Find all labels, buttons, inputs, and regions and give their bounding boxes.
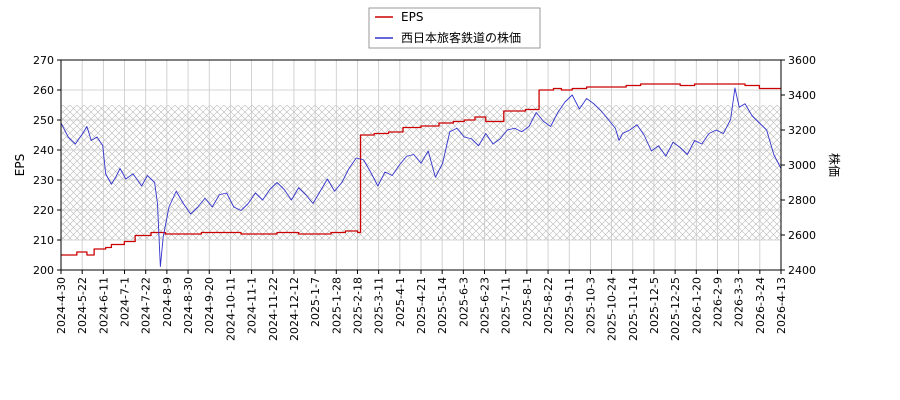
right-axis-ticks: 2400 2600 2800 3000 3200 3400 3600 (781, 54, 816, 277)
left-tick-label: 260 (33, 84, 54, 97)
x-tick-label: 2024-6-11 (97, 277, 110, 334)
stock-price-line (61, 87, 781, 267)
left-tick-label: 210 (33, 234, 54, 247)
x-tick-label: 2024-8-30 (182, 277, 195, 334)
x-tick-label: 2024-9-20 (203, 277, 216, 334)
x-tick-label: 2025-9-11 (563, 277, 576, 334)
x-tick-label: 2025-8-1 (521, 277, 534, 327)
right-tick-label: 3000 (788, 159, 816, 172)
right-tick-label: 3200 (788, 124, 816, 137)
legend-box (368, 7, 541, 49)
x-tick-label: 2024-12-12 (288, 277, 301, 341)
left-tick-label: 270 (33, 54, 54, 67)
x-tick-label: 2026-4-13 (775, 277, 788, 334)
x-tick-label: 2025-8-22 (542, 277, 555, 334)
x-tick-label: 2025-7-11 (500, 277, 513, 334)
left-tick-label: 230 (33, 174, 54, 187)
x-tick-label: 2025-10-24 (606, 277, 619, 341)
right-tick-label: 2400 (788, 264, 816, 277)
x-tick-label: 2025-4-21 (415, 277, 428, 334)
x-tick-label: 2024-11-22 (267, 277, 280, 341)
x-tick-label: 2024-7-1 (119, 277, 132, 327)
x-tick-label: 2026-3-3 (733, 277, 746, 327)
x-tick-label: 2026-2-9 (711, 277, 724, 327)
x-tick-label: 2025-10-3 (584, 277, 597, 334)
x-tick-label: 2025-5-14 (436, 277, 449, 334)
x-tick-label: 2024-8-9 (161, 277, 174, 327)
x-tick-label: 2025-1-28 (330, 277, 343, 334)
x-tick-label: 2025-1-7 (309, 277, 322, 327)
right-tick-label: 2600 (788, 229, 816, 242)
x-tick-label: 2025-6-3 (457, 277, 470, 327)
left-tick-label: 220 (33, 204, 54, 217)
x-tick-label: 2026-3-24 (754, 277, 767, 334)
x-tick-label: 2025-4-1 (394, 277, 407, 327)
left-tick-label: 250 (33, 114, 54, 127)
legend-label-eps: EPS (401, 10, 423, 24)
x-tick-label: 2024-5-22 (76, 277, 89, 334)
legend: EPS 西日本旅客鉄道の株価 (368, 7, 541, 49)
x-tick-label: 2024-10-11 (224, 277, 237, 341)
x-tick-label: 2024-11-1 (246, 277, 259, 334)
left-tick-label: 240 (33, 144, 54, 157)
legend-label-price: 西日本旅客鉄道の株価 (401, 30, 521, 45)
x-tick-label: 2025-2-18 (351, 277, 364, 334)
x-tick-label: 2025-12-5 (648, 277, 661, 334)
right-tick-label: 3400 (788, 89, 816, 102)
x-tick-label: 2024-7-22 (140, 277, 153, 334)
right-axis-title: 株価 (827, 153, 842, 177)
x-tick-label: 2026-1-20 (690, 277, 703, 334)
x-tick-label: 2025-12-25 (669, 277, 682, 341)
x-axis-ticks: 2024-4-30 2024-5-22 2024-6-11 2024-7-1 2024-… (55, 270, 788, 341)
x-tick-label: 2025-3-11 (373, 277, 386, 334)
x-tick-label: 2025-11-14 (627, 277, 640, 341)
right-tick-label: 3600 (788, 54, 816, 67)
x-tick-label: 2025-6-23 (479, 277, 492, 334)
left-axis-title: EPS (13, 154, 27, 176)
eps-line (61, 83, 781, 256)
x-tick-label: 2024-4-30 (55, 277, 68, 334)
left-axis-ticks: 200 210 220 230 240 250 260 270 (33, 54, 61, 277)
right-tick-label: 2800 (788, 194, 816, 207)
left-tick-label: 200 (33, 264, 54, 277)
